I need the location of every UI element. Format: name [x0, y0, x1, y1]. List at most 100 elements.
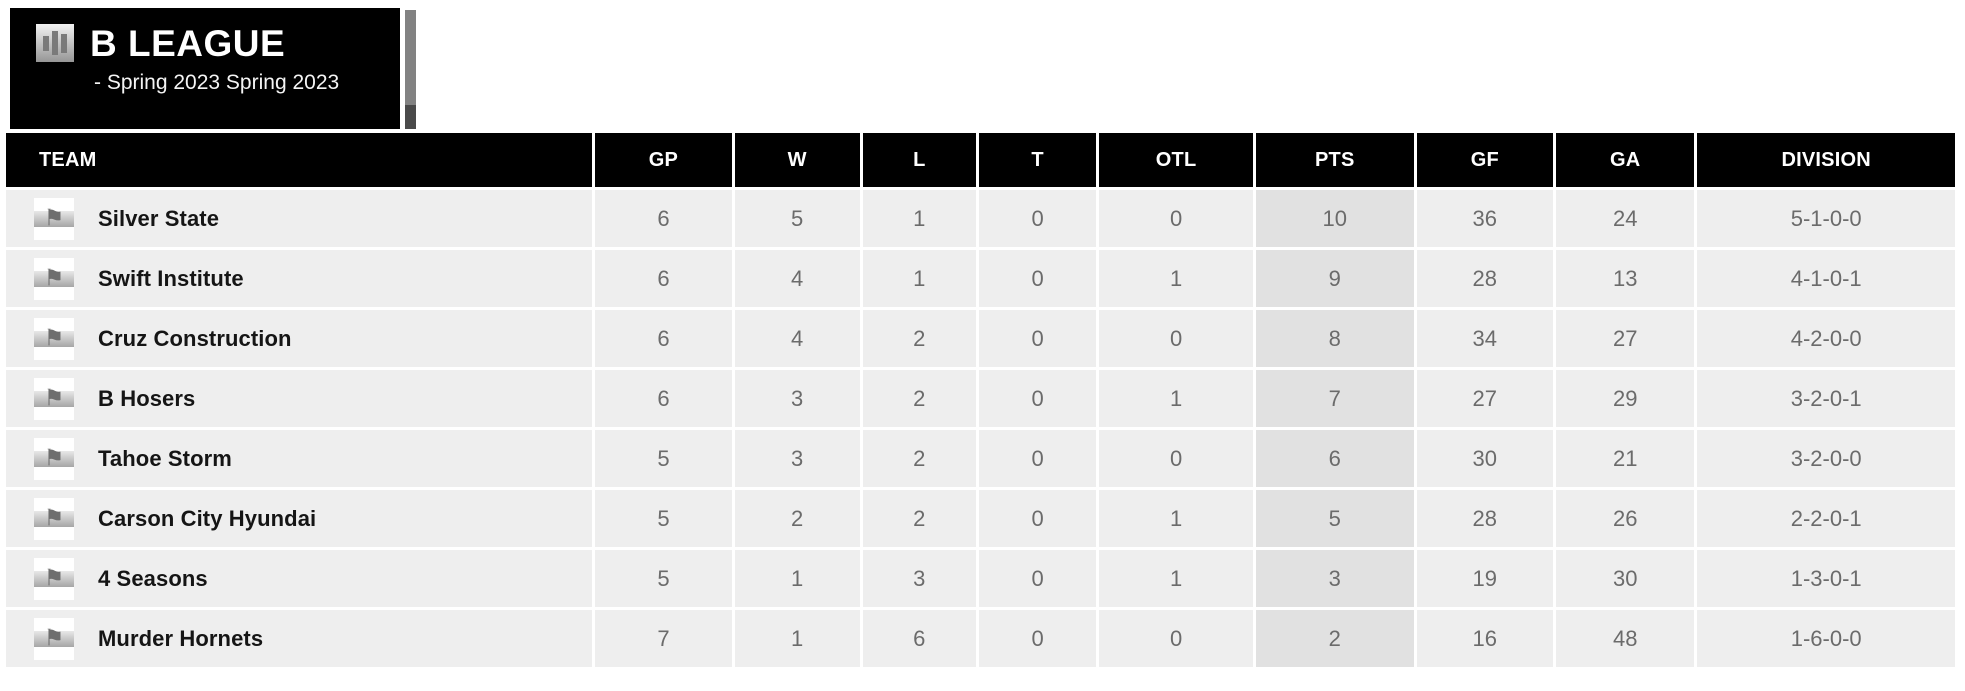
- cell-gf: 16: [1416, 610, 1554, 667]
- cell-gp: 6: [595, 370, 732, 427]
- table-row: ⚑ Swift Institute 6 4 1 0 1 9 28 13 4-1-…: [6, 250, 1955, 307]
- column-header-otl[interactable]: OTL: [1099, 133, 1253, 187]
- cell-l: 2: [862, 490, 976, 547]
- team-cell[interactable]: ⚑ Murder Hornets: [6, 610, 593, 667]
- cell-gp: 6: [595, 250, 732, 307]
- cell-pts: 10: [1255, 190, 1414, 247]
- team-name[interactable]: B Hosers: [98, 385, 196, 411]
- team-cell[interactable]: ⚑ Cruz Construction: [6, 310, 593, 367]
- cell-w: 3: [734, 370, 860, 427]
- league-title: B LEAGUE: [90, 22, 286, 64]
- cell-w: 5: [734, 190, 860, 247]
- team-name[interactable]: Murder Hornets: [98, 625, 264, 651]
- flag-glyph: ⚑: [43, 324, 65, 351]
- badge-title-row: B LEAGUE: [36, 24, 400, 62]
- logo-bar: [52, 31, 58, 55]
- column-header-division[interactable]: DIVISION: [1697, 133, 1955, 187]
- cell-t: 0: [978, 550, 1097, 607]
- cell-division: 2-2-0-1: [1697, 490, 1955, 547]
- cell-pts: 7: [1255, 370, 1414, 427]
- cell-otl: 1: [1099, 250, 1253, 307]
- cell-pts: 2: [1255, 610, 1414, 667]
- cell-l: 2: [862, 310, 976, 367]
- column-header-ga[interactable]: GA: [1556, 133, 1695, 187]
- cell-otl: 0: [1099, 610, 1253, 667]
- table-row: ⚑ Murder Hornets 7 1 6 0 0 2 16 48 1-6-0…: [6, 610, 1955, 667]
- cell-t: 0: [978, 490, 1097, 547]
- flag-band: [34, 630, 74, 648]
- flag-glyph: ⚑: [43, 264, 65, 291]
- flag-band: [34, 330, 74, 348]
- column-header-w[interactable]: W: [734, 133, 860, 187]
- team-cell[interactable]: ⚑ Carson City Hyundai: [6, 490, 593, 547]
- team-name[interactable]: Carson City Hyundai: [98, 505, 317, 531]
- season-subtitle: - Spring 2023 Spring 2023: [94, 71, 340, 94]
- cell-division: 3-2-0-0: [1697, 430, 1955, 487]
- cell-pts: 5: [1255, 490, 1414, 547]
- team-cell-inner: ⚑ Tahoe Storm: [34, 437, 592, 480]
- cell-ga: 26: [1556, 490, 1695, 547]
- flag-glyph: ⚑: [43, 504, 65, 531]
- cell-ga: 13: [1556, 250, 1695, 307]
- cell-t: 0: [978, 190, 1097, 247]
- league-header: B LEAGUE - Spring 2023 Spring 2023: [0, 0, 1965, 129]
- table-row: ⚑ B Hosers 6 3 2 0 1 7 27 29 3-2-0-1: [6, 370, 1955, 427]
- cell-gf: 34: [1416, 310, 1554, 367]
- column-header-pts[interactable]: PTS: [1255, 133, 1414, 187]
- league-badge: B LEAGUE - Spring 2023 Spring 2023: [10, 8, 400, 129]
- team-cell-inner: ⚑ Cruz Construction: [34, 317, 592, 360]
- cell-otl: 0: [1099, 190, 1253, 247]
- cell-otl: 0: [1099, 430, 1253, 487]
- team-cell[interactable]: ⚑ 4 Seasons: [6, 550, 593, 607]
- flag-band: [34, 570, 74, 588]
- cell-gp: 5: [595, 550, 732, 607]
- column-header-t[interactable]: T: [978, 133, 1097, 187]
- cell-t: 0: [978, 370, 1097, 427]
- cell-gf: 28: [1416, 490, 1554, 547]
- column-header-l[interactable]: L: [862, 133, 976, 187]
- table-row: ⚑ Carson City Hyundai 5 2 2 0 1 5 28 26 …: [6, 490, 1955, 547]
- column-header-team[interactable]: TEAM: [6, 133, 593, 187]
- cell-w: 1: [734, 550, 860, 607]
- cell-w: 1: [734, 610, 860, 667]
- column-header-gp[interactable]: GP: [595, 133, 732, 187]
- table-row: ⚑ 4 Seasons 5 1 3 0 1 3 19 30 1-3-0-1: [6, 550, 1955, 607]
- cell-gf: 36: [1416, 190, 1554, 247]
- team-name[interactable]: Cruz Construction: [98, 325, 292, 351]
- cell-l: 1: [862, 250, 976, 307]
- team-flag-icon: ⚑: [34, 497, 74, 540]
- column-header-gf[interactable]: GF: [1416, 133, 1554, 187]
- cell-l: 2: [862, 370, 976, 427]
- cell-w: 4: [734, 310, 860, 367]
- cell-l: 3: [862, 550, 976, 607]
- cell-gf: 19: [1416, 550, 1554, 607]
- cell-l: 6: [862, 610, 976, 667]
- cell-ga: 29: [1556, 370, 1695, 427]
- team-name[interactable]: Tahoe Storm: [98, 445, 232, 471]
- team-cell-inner: ⚑ Silver State: [34, 197, 592, 240]
- team-name[interactable]: 4 Seasons: [98, 565, 208, 591]
- team-cell[interactable]: ⚑ B Hosers: [6, 370, 593, 427]
- header-row: TEAM GP W L T OTL PTS GF GA DIVISION: [6, 133, 1955, 187]
- flag-glyph: ⚑: [43, 564, 65, 591]
- flag-band: [34, 270, 74, 288]
- cell-l: 2: [862, 430, 976, 487]
- team-cell-inner: ⚑ B Hosers: [34, 377, 592, 420]
- team-name[interactable]: Swift Institute: [98, 265, 244, 291]
- cell-t: 0: [978, 250, 1097, 307]
- cell-pts: 9: [1255, 250, 1414, 307]
- cell-gf: 27: [1416, 370, 1554, 427]
- team-cell[interactable]: ⚑ Swift Institute: [6, 250, 593, 307]
- cell-gp: 6: [595, 190, 732, 247]
- cell-ga: 30: [1556, 550, 1695, 607]
- standings-table: TEAM GP W L T OTL PTS GF GA DIVISION ⚑ S…: [3, 130, 1958, 670]
- team-cell[interactable]: ⚑ Tahoe Storm: [6, 430, 593, 487]
- flag-band: [34, 450, 74, 468]
- cell-otl: 1: [1099, 490, 1253, 547]
- cell-t: 0: [978, 610, 1097, 667]
- cell-w: 4: [734, 250, 860, 307]
- team-cell-inner: ⚑ Swift Institute: [34, 257, 592, 300]
- cell-gf: 30: [1416, 430, 1554, 487]
- team-name[interactable]: Silver State: [98, 205, 220, 231]
- team-cell[interactable]: ⚑ Silver State: [6, 190, 593, 247]
